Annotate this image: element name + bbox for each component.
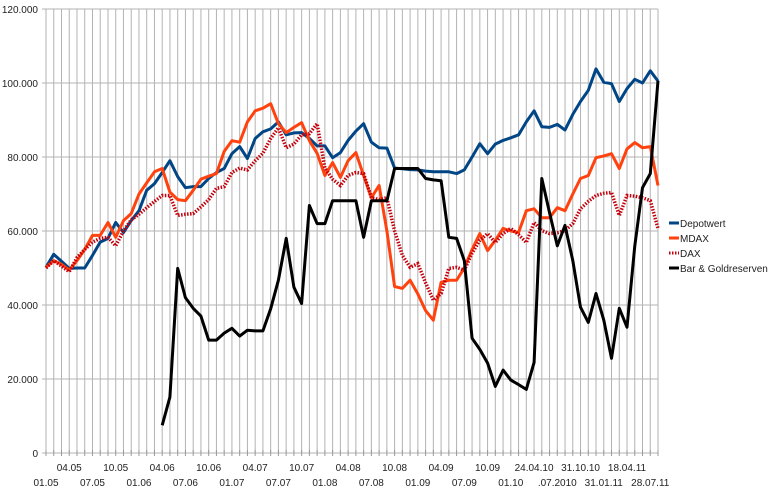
- x-tick-label: 07.08: [359, 478, 384, 489]
- x-tick-label: 31.10.10: [561, 463, 600, 474]
- x-tick-label: 01.06: [126, 478, 151, 489]
- x-tick-label: 01.09: [405, 478, 430, 489]
- y-tick-label: 100.000: [2, 79, 39, 90]
- x-tick-label: 10.07: [289, 463, 314, 474]
- x-axis: 01.05 04.05 07.05 10.05 01.06 04.06 07.06 10.06…: [33, 450, 670, 489]
- legend-label: DAX: [680, 249, 701, 260]
- series-line-depotwert: [44, 67, 660, 270]
- series-line-bar-goldreserven: [160, 80, 660, 426]
- y-tick-label: 40.000: [7, 301, 38, 312]
- y-tick-label: 0: [32, 449, 38, 460]
- x-tick-label: 10.09: [475, 463, 500, 474]
- y-axis: 0 20.000 40.000 60.000 80.000 100.000 120.000: [2, 5, 39, 460]
- x-tick-label: 04.05: [57, 463, 82, 474]
- x-tick-label: 24.04.10: [515, 463, 554, 474]
- x-tick-label: 04.06: [150, 463, 175, 474]
- series-line-mdax: [45, 102, 660, 322]
- x-tick-label: 07.06: [173, 478, 198, 489]
- series-lines: [44, 67, 660, 426]
- x-tick-label: 07.09: [452, 478, 477, 489]
- legend-label: MDAX: [680, 234, 709, 245]
- legend-label: Depotwert: [680, 219, 726, 230]
- y-tick-label: 80.000: [7, 153, 38, 164]
- x-tick-label: 04.07: [243, 463, 268, 474]
- x-tick-label: .07.2010: [538, 478, 577, 489]
- x-tick-label: 31.01.11: [585, 478, 624, 489]
- y-tick-label: 60.000: [7, 227, 38, 238]
- x-tick-label: 01.10: [498, 478, 523, 489]
- x-tick-label: 28.07.11: [631, 478, 670, 489]
- x-tick-label: 07.07: [266, 478, 291, 489]
- series-line-dax: [44, 119, 660, 304]
- y-tick-label: 20.000: [7, 375, 38, 386]
- x-tick-label: 10.05: [103, 463, 128, 474]
- legend: Depotwert MDAX DAX Bar & Goldreserven: [669, 219, 768, 275]
- x-tick-label: 07.05: [80, 478, 105, 489]
- x-tick-label: 04.08: [336, 463, 361, 474]
- x-tick-label: 18.04.11: [608, 463, 647, 474]
- legend-label: Bar & Goldreserven: [680, 264, 768, 275]
- x-tick-label: 10.08: [382, 463, 407, 474]
- x-tick-label: 01.08: [312, 478, 337, 489]
- y-tick-label: 120.000: [2, 5, 39, 16]
- x-tick-label: 01.05: [33, 478, 58, 489]
- x-tick-label: 01.07: [219, 478, 244, 489]
- x-tick-label: 10.06: [196, 463, 221, 474]
- grid: [42, 8, 659, 454]
- x-tick-label: 04.09: [429, 463, 454, 474]
